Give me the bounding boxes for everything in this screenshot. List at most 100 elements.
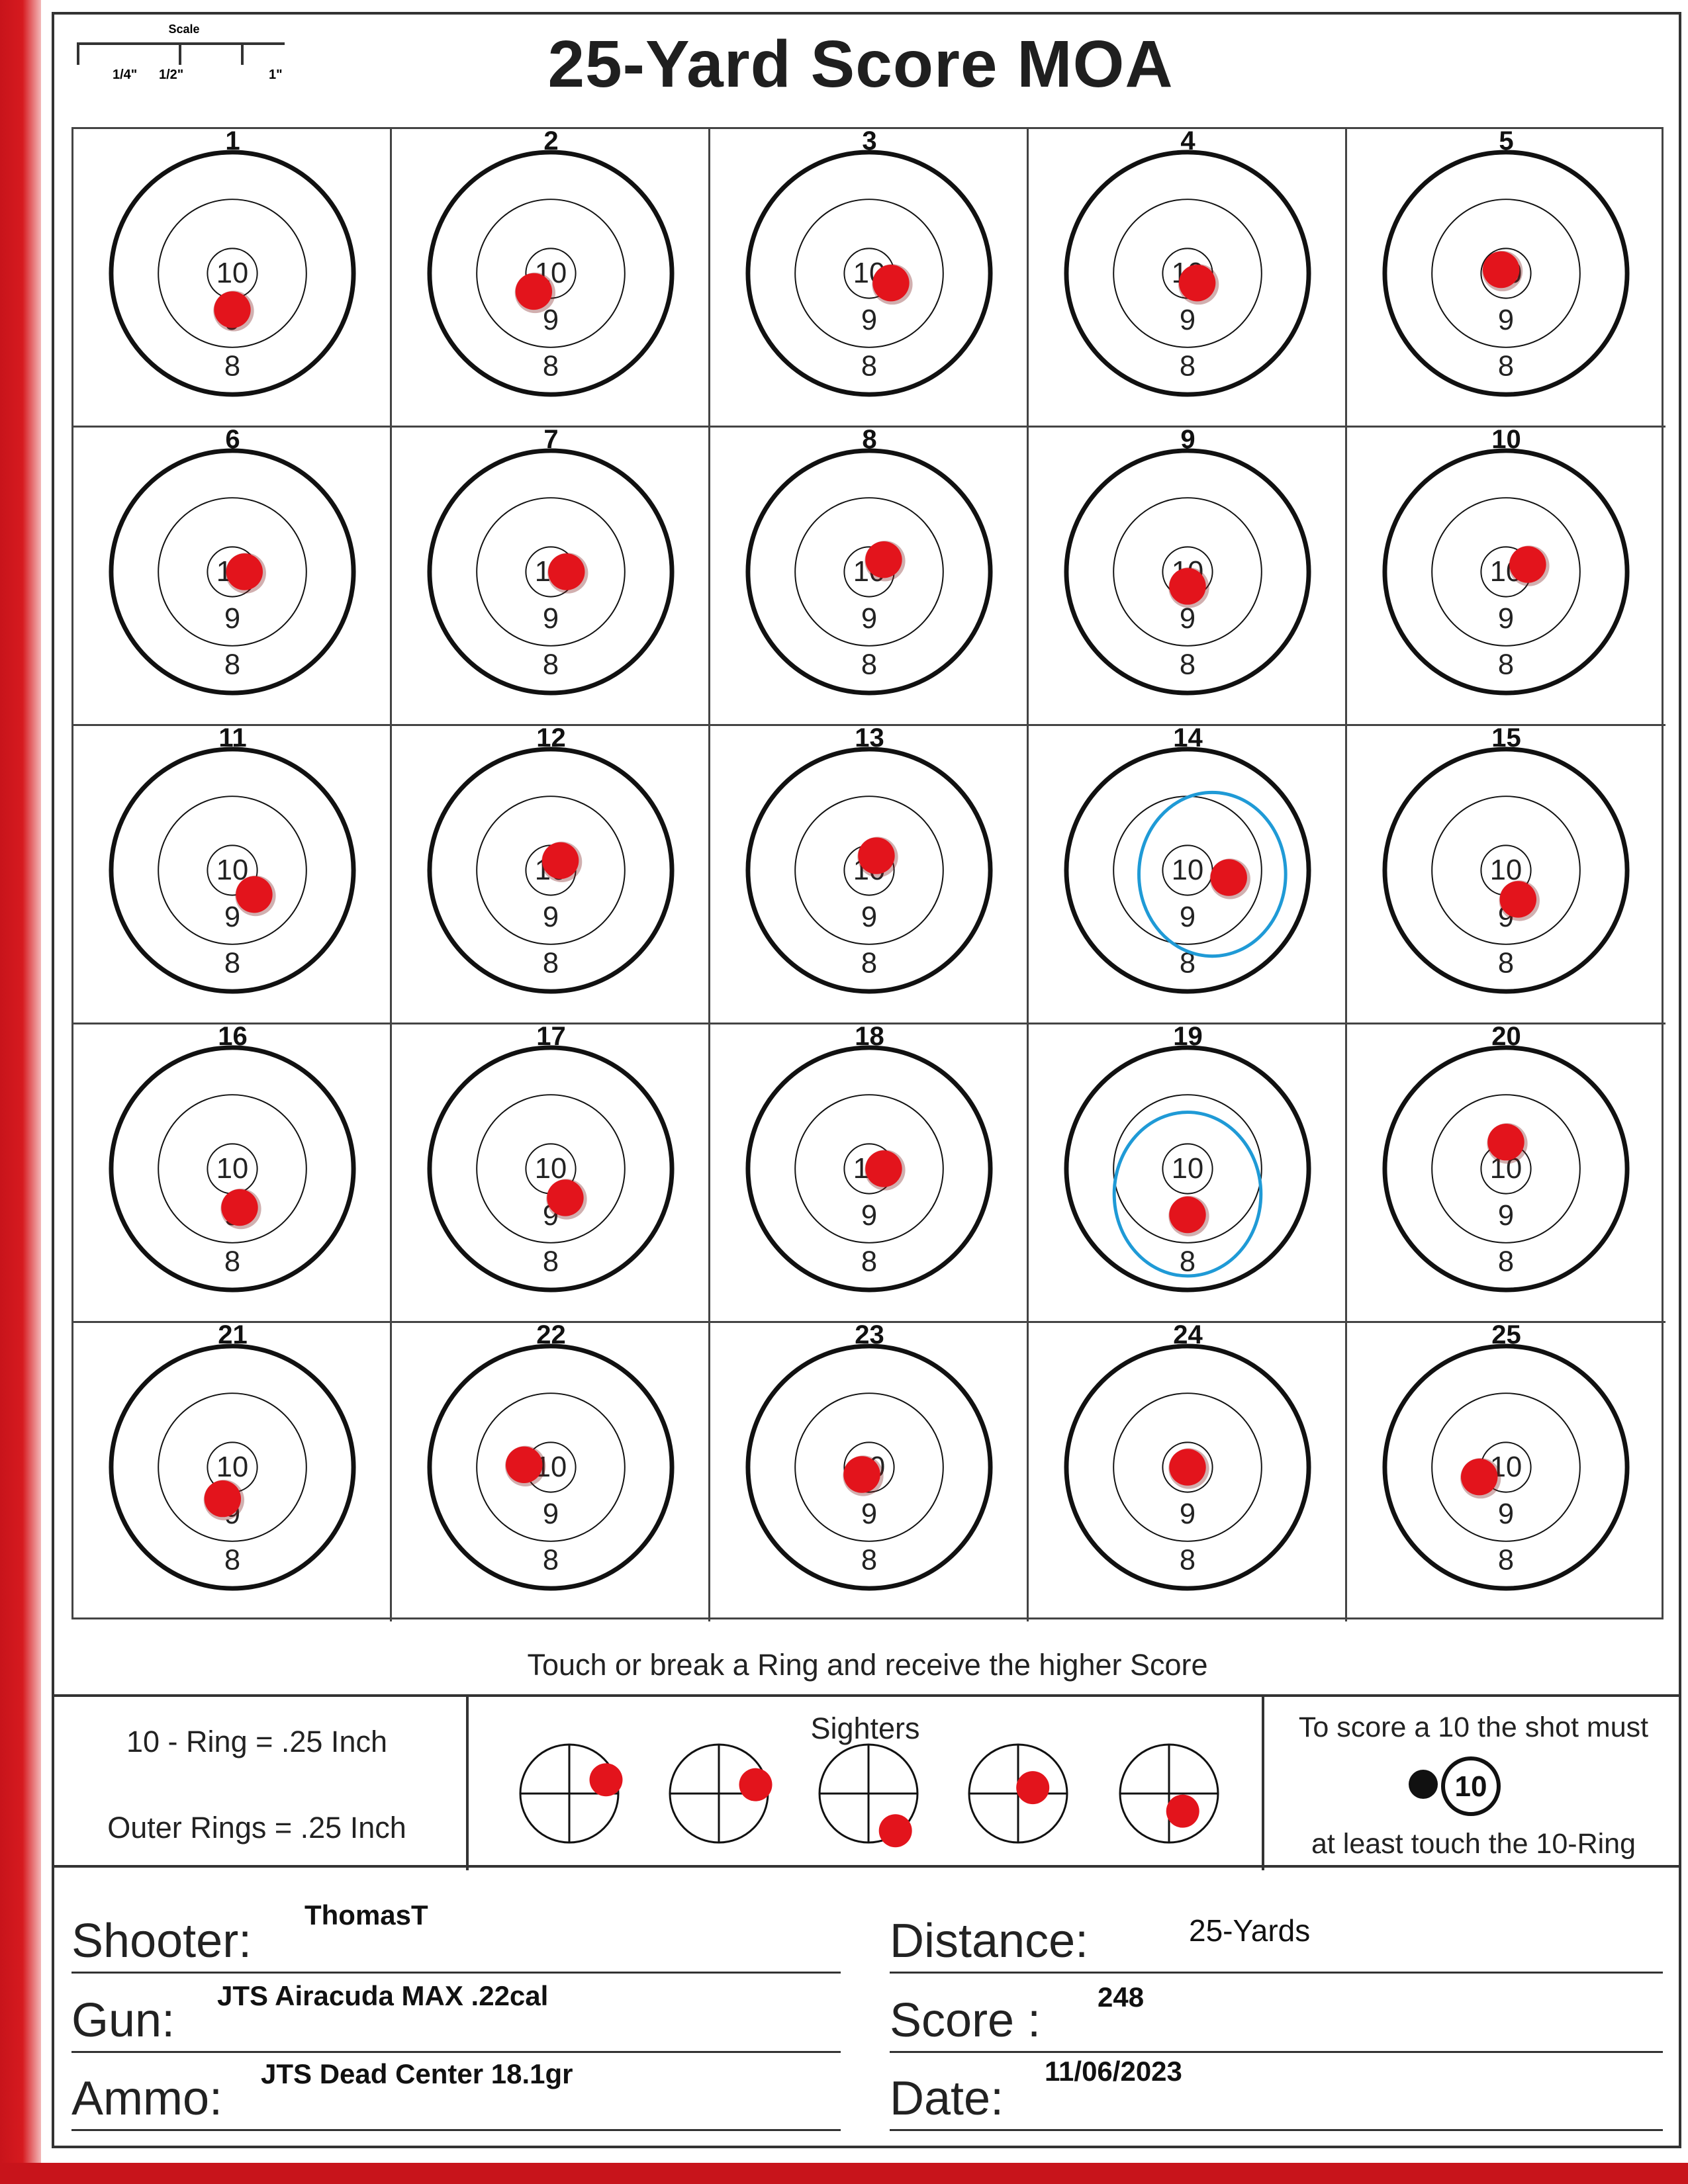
score-label: Score : bbox=[890, 1994, 1041, 2047]
target-cell: 191098 bbox=[1029, 1022, 1347, 1323]
ring-8 bbox=[1382, 1045, 1630, 1293]
ring-8 bbox=[1064, 1045, 1311, 1293]
panel-divider bbox=[466, 1697, 469, 1870]
ring-9 bbox=[794, 1094, 944, 1244]
gun-line bbox=[71, 2051, 841, 2053]
sighter-impact bbox=[589, 1763, 623, 1797]
ring-9 bbox=[158, 497, 307, 647]
ring-score-label: 8 bbox=[543, 947, 559, 979]
ring-score-label: 9 bbox=[1498, 304, 1514, 336]
sighter-impact bbox=[1166, 1794, 1199, 1828]
scale-tick bbox=[241, 42, 244, 65]
shot-impact bbox=[872, 264, 910, 302]
ring-score-label: 9 bbox=[1498, 603, 1514, 635]
ring-score-label: 8 bbox=[861, 1246, 877, 1277]
ring-9 bbox=[158, 199, 307, 348]
ring-9 bbox=[476, 497, 626, 647]
ring-score-label: 8 bbox=[861, 947, 877, 979]
ring-score-label: 9 bbox=[1180, 603, 1196, 635]
target-number: 4 bbox=[1180, 126, 1196, 156]
ring-score-label: 9 bbox=[1498, 1498, 1514, 1530]
shot-impact bbox=[843, 1456, 880, 1493]
sighters-title: Sighters bbox=[810, 1711, 920, 1745]
shot-impact bbox=[1487, 1124, 1524, 1161]
shot-impact bbox=[865, 1150, 902, 1187]
target-cell: 22 10 9 8 bbox=[392, 1320, 710, 1621]
outer-ring-size: Outer Rings = .25 Inch bbox=[107, 1811, 406, 1844]
shot-impact bbox=[865, 541, 902, 578]
ring-score-label: 8 bbox=[1180, 1544, 1196, 1576]
shot-impact bbox=[1210, 859, 1247, 896]
ring-score-label: 9 bbox=[861, 304, 877, 336]
sighter-target bbox=[968, 1743, 1068, 1844]
distance-line bbox=[890, 1972, 1663, 1974]
score-line bbox=[890, 2051, 1663, 2053]
shot-impact bbox=[1509, 546, 1546, 583]
target-number: 8 bbox=[862, 425, 877, 454]
scale-label: 1/2" bbox=[159, 68, 184, 82]
shot-impact bbox=[1461, 1458, 1498, 1496]
ring-9 bbox=[794, 1392, 944, 1542]
ring-score-label: 8 bbox=[224, 947, 240, 979]
ring-8 bbox=[1382, 1343, 1630, 1591]
shot-impact bbox=[204, 1480, 242, 1518]
target-cell: 14 10 9 8 bbox=[1029, 723, 1347, 1024]
ring-8 bbox=[427, 1045, 675, 1293]
sighter-impact bbox=[1016, 1771, 1050, 1805]
page-title: 25-Yard Score MOA bbox=[547, 27, 1174, 101]
target-cell: 15 10 9 8 bbox=[1347, 723, 1665, 1024]
shot-impact bbox=[236, 876, 273, 913]
ring-score-label: 9 bbox=[861, 901, 877, 933]
ring-9 bbox=[1431, 497, 1581, 647]
ring-score-label: 8 bbox=[861, 350, 877, 382]
distance-label: Distance: bbox=[890, 1915, 1089, 1968]
sighter-target bbox=[818, 1743, 919, 1848]
target-grid: 1109821098310984109851098610987109881098… bbox=[71, 126, 1665, 1621]
scale-tick bbox=[77, 42, 79, 65]
ring-score-label: 9 bbox=[543, 304, 559, 336]
ring-8 bbox=[745, 150, 993, 397]
score-field[interactable]: Score : 248 bbox=[890, 1974, 1663, 2053]
ring-score-label: 8 bbox=[224, 1246, 240, 1277]
ring-score-label: 10 bbox=[216, 1153, 248, 1185]
ring-score-label: 9 bbox=[543, 1498, 559, 1530]
gun-field[interactable]: Gun: JTS Airacuda MAX .22cal bbox=[71, 1974, 841, 2053]
date-line bbox=[890, 2129, 1663, 2131]
shooter-field[interactable]: Shooter: ThomasT bbox=[71, 1894, 841, 1974]
ring-9 bbox=[1431, 1392, 1581, 1542]
ring-8 bbox=[109, 1045, 356, 1293]
ten-ring-example-circle bbox=[1441, 1756, 1501, 1816]
target-cell: 11 10 9 8 bbox=[73, 723, 392, 1024]
date-field[interactable]: Date: 11/06/2023 bbox=[890, 2052, 1663, 2131]
ring-score-label: 8 bbox=[543, 1246, 559, 1277]
shot-impact bbox=[1169, 1196, 1206, 1234]
ring-8 bbox=[1382, 747, 1630, 994]
ring-9 bbox=[476, 199, 626, 348]
target-number: 1 bbox=[225, 126, 240, 156]
target-cell: 17 10 9 8 bbox=[392, 1022, 710, 1323]
distance-value: 25-Yards bbox=[1189, 1913, 1311, 1948]
target-cell: 231098 bbox=[710, 1320, 1029, 1621]
ammo-field[interactable]: Ammo: JTS Dead Center 18.1gr bbox=[71, 2052, 841, 2131]
ring-8 bbox=[427, 150, 675, 397]
ring-10 bbox=[843, 1441, 895, 1493]
ring-score-label: 9 bbox=[543, 603, 559, 635]
ring-9 bbox=[1431, 1094, 1581, 1244]
ring-score-label: 8 bbox=[1498, 350, 1514, 382]
ring-9 bbox=[1431, 796, 1581, 945]
ring-10 bbox=[207, 844, 258, 896]
distance-field[interactable]: Distance: 25-Yards bbox=[890, 1894, 1663, 1974]
shot-dot-icon bbox=[1409, 1770, 1438, 1799]
score-value: 248 bbox=[1098, 1981, 1145, 2013]
